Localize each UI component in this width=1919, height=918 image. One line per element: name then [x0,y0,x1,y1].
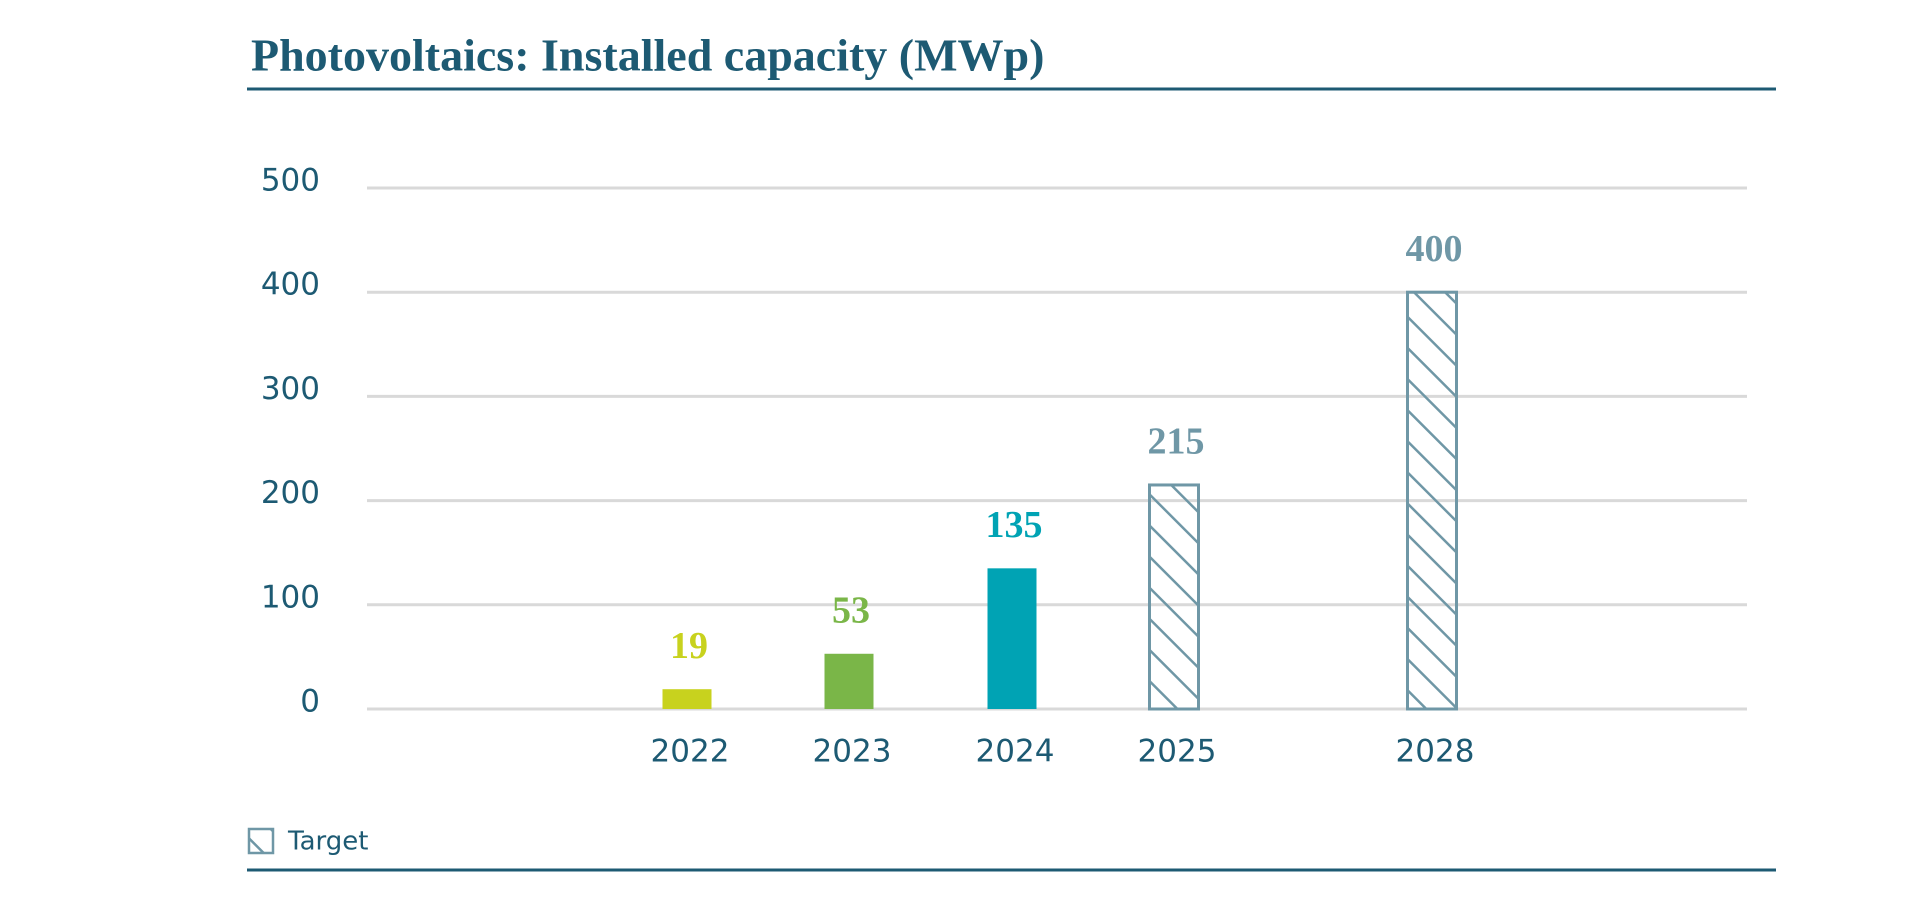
x-tick-label: 2022 [651,734,730,770]
x-tick-label: 2024 [976,734,1055,770]
y-tick-label: 0 [300,684,320,720]
marks: 2022 19 2023 53 2024 135 2025 215 2028 400 [651,228,1475,770]
y-tick-label: 200 [261,475,320,511]
y-tick-label: 400 [261,267,320,303]
value-label: 135 [986,504,1043,546]
x-tick-label: 2028 [1396,734,1475,770]
y-tick-label: 300 [261,371,320,407]
bar [987,568,1037,709]
value-label: 215 [1148,421,1205,463]
bar [824,653,874,709]
legend-label: Target [287,827,368,857]
chart-title: Photovoltaics: Installed capacity (MWp) [251,30,1044,81]
grid: 0 100 200 300 400 500 [261,163,1747,720]
legend-swatch [247,827,275,855]
value-label: 400 [1406,228,1463,270]
x-tick-label: 2023 [813,734,892,770]
value-label: 19 [670,625,708,667]
x-tick-label: 2025 [1138,734,1217,770]
y-tick-label: 500 [261,163,320,199]
bar [662,689,712,709]
value-label: 53 [832,589,870,631]
bar [1148,483,1200,711]
bar [1406,290,1458,711]
y-tick-label: 100 [261,579,320,615]
